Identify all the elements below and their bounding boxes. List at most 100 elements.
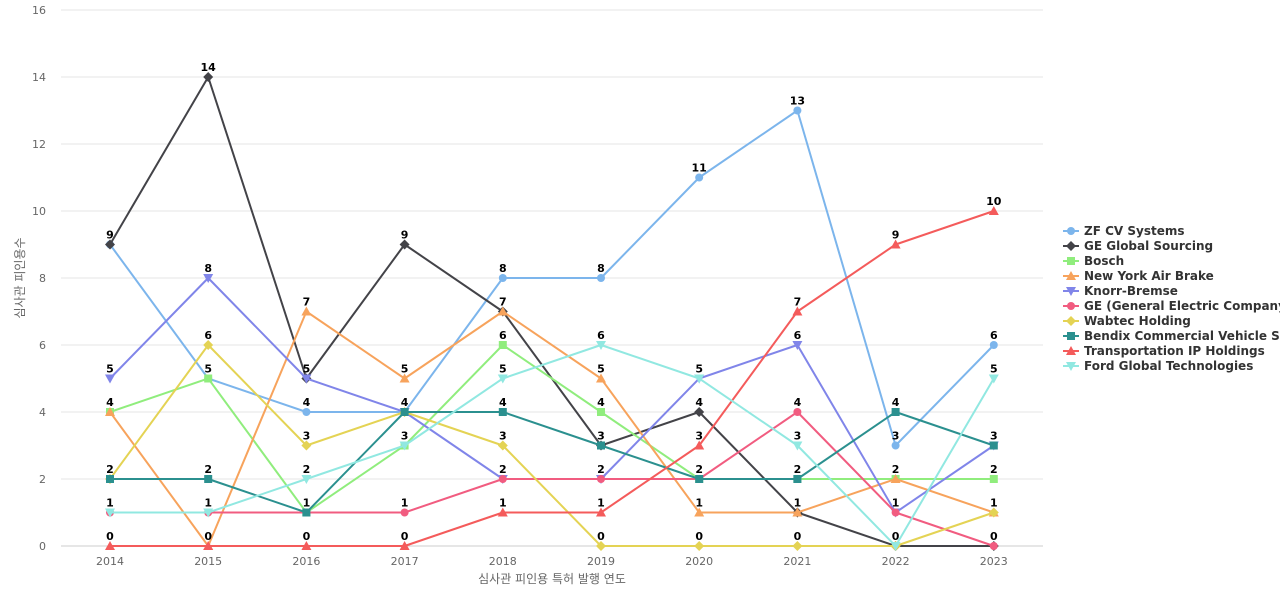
data-point[interactable] [400,408,409,416]
legend-item-transportation-ip-holdings[interactable]: Transportation IP Holdings [1063,344,1265,358]
data-point[interactable] [301,475,312,484]
legend-marker[interactable] [1066,362,1076,371]
data-point[interactable] [597,475,605,483]
legend-marker[interactable] [1067,227,1075,235]
data-point[interactable] [694,541,705,551]
data-label: 3 [695,430,703,443]
data-point[interactable] [203,340,214,350]
legend-item-wabtec-holding[interactable]: Wabtec Holding [1063,314,1191,328]
data-point[interactable] [988,206,999,215]
data-point[interactable] [497,306,508,316]
data-point[interactable] [203,274,214,283]
data-point[interactable] [792,341,803,350]
data-point[interactable] [890,542,901,551]
data-point[interactable] [204,475,213,483]
data-point[interactable] [989,341,998,349]
data-point[interactable] [890,474,901,483]
data-point[interactable] [989,475,998,483]
data-point[interactable] [596,373,606,383]
data-point[interactable] [203,72,214,82]
legend-item-ford-global-technologies[interactable]: Ford Global Technologies [1063,359,1253,373]
series-line-bosch[interactable] [109,344,994,514]
legend-item-new-york-air-brake[interactable]: New York Air Brake [1063,269,1214,283]
data-point[interactable] [302,408,311,416]
data-point[interactable] [989,542,998,550]
data-point[interactable] [400,508,409,517]
data-point[interactable] [105,239,115,250]
data-point[interactable] [988,507,999,518]
data-point[interactable] [694,507,705,517]
data-point[interactable] [989,441,998,450]
series-line-ge-global-sourcing[interactable] [109,76,994,547]
data-point[interactable] [301,440,312,451]
data-point[interactable] [694,374,705,384]
data-point[interactable] [792,306,803,316]
data-point[interactable] [695,475,704,483]
legend-marker[interactable] [1066,241,1076,251]
legend-item-ge-global-sourcing[interactable]: GE Global Sourcing [1063,239,1213,253]
series-line-ge-general-electric-company[interactable] [110,411,995,547]
legend-marker[interactable] [1066,287,1076,296]
data-point[interactable] [497,440,508,451]
data-point[interactable] [891,441,900,450]
data-point[interactable] [498,475,507,483]
data-point[interactable] [792,441,803,451]
legend-item-bosch[interactable]: Bosch [1063,254,1124,268]
legend-item-zf-cv-systems[interactable]: ZF CV Systems [1063,224,1184,238]
legend-item-ge-general-electric-company[interactable]: GE (General Electric Company) [1063,299,1280,313]
legend-marker[interactable] [1066,316,1076,326]
data-point[interactable] [596,341,606,350]
data-point[interactable] [399,239,410,250]
data-point[interactable] [399,441,410,451]
legend-item-bendix-commercial-vehicle-s[interactable]: Bendix Commercial Vehicle S... [1063,329,1280,343]
data-point[interactable] [695,173,704,182]
y-tick-label: 4 [39,406,46,419]
data-point[interactable] [498,408,507,416]
data-point[interactable] [497,374,508,384]
data-point[interactable] [597,408,605,416]
data-point[interactable] [399,541,410,550]
data-point[interactable] [105,508,115,518]
legend-marker[interactable] [1067,302,1075,310]
legend-item-knorr-bremse[interactable]: Knorr-Bremse [1063,284,1178,298]
data-point[interactable] [891,508,900,517]
data-point[interactable] [301,374,312,384]
series-line-ford-global-technologies[interactable] [110,344,995,547]
legend-marker[interactable] [1066,271,1076,280]
data-point[interactable] [890,239,901,249]
data-point[interactable] [105,541,115,550]
data-point[interactable] [597,441,605,450]
data-point[interactable] [694,407,705,417]
data-label: 2 [695,463,703,476]
data-point[interactable] [203,541,214,550]
data-point[interactable] [694,440,705,450]
data-point[interactable] [498,274,507,282]
data-point[interactable] [597,274,605,282]
series-line-wabtec-holding[interactable] [109,344,995,547]
data-point[interactable] [891,408,900,416]
data-point[interactable] [204,374,213,383]
data-point[interactable] [793,106,802,115]
data-point[interactable] [988,374,999,384]
legend-marker[interactable] [1066,346,1076,355]
data-point[interactable] [793,475,802,483]
series-line-transportation-ip-holdings[interactable] [110,210,995,547]
data-point[interactable] [792,541,803,551]
data-point[interactable] [203,508,214,518]
data-point[interactable] [596,541,606,551]
data-point[interactable] [302,508,311,517]
data-point[interactable] [301,541,312,550]
data-point[interactable] [106,475,114,483]
data-point[interactable] [596,507,606,517]
data-point[interactable] [792,507,803,517]
data-point[interactable] [498,341,507,349]
data-label: 14 [201,61,217,74]
data-point[interactable] [105,407,115,416]
data-point[interactable] [497,507,508,517]
data-point[interactable] [793,408,802,416]
data-point[interactable] [301,306,312,316]
data-point[interactable] [105,374,115,384]
legend-marker[interactable] [1067,257,1075,265]
legend-marker[interactable] [1067,332,1075,340]
data-point[interactable] [399,373,410,383]
